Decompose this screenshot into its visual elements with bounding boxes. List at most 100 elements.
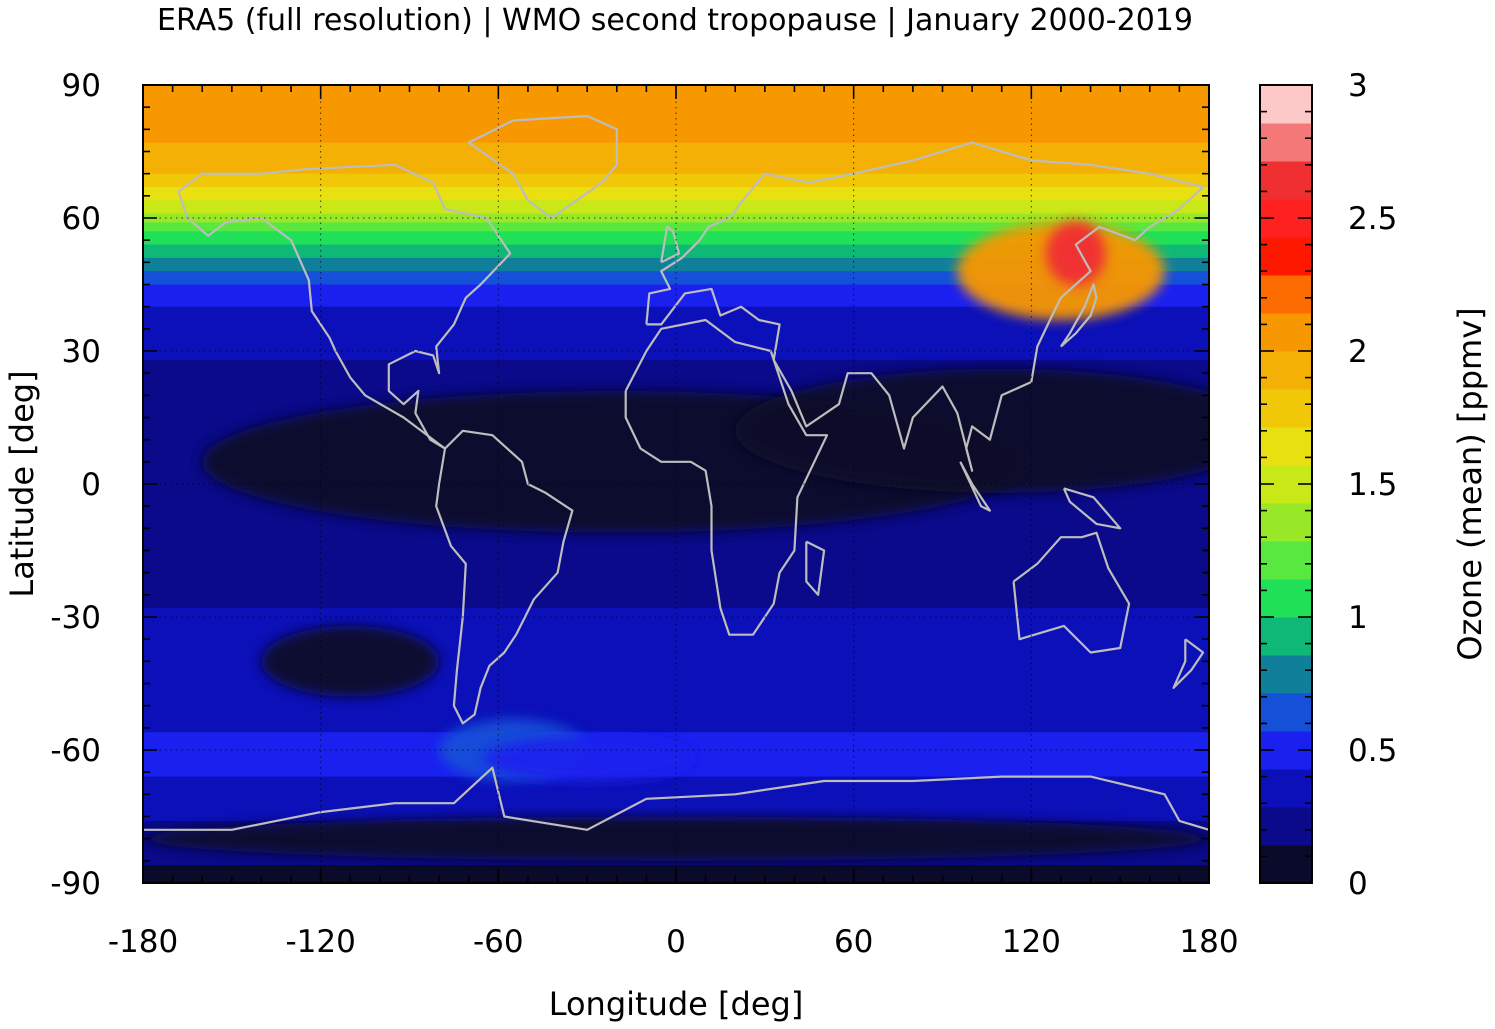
ozone-band — [143, 807, 1209, 813]
ozone-band — [143, 692, 1209, 698]
ozone-band — [143, 723, 1209, 729]
ozone-band — [143, 541, 1209, 547]
colorbar-segment — [1260, 351, 1312, 390]
y-axis-label: Latitude [deg] — [3, 370, 41, 597]
coastline — [467, 114, 618, 220]
ozone-band — [143, 674, 1209, 680]
ozone-band — [143, 98, 1209, 104]
ozone-band — [143, 679, 1209, 685]
ozone-band — [143, 186, 1209, 192]
ozone-band — [143, 280, 1209, 286]
ozone-band — [143, 736, 1209, 742]
colorbar-segment — [1260, 693, 1312, 732]
y-tick-label: 90 — [62, 68, 101, 104]
colorbar-segment — [1260, 161, 1312, 200]
ozone-band — [143, 621, 1209, 627]
ozone-band — [143, 102, 1209, 108]
ozone-band — [143, 714, 1209, 720]
colorbar-segment — [1260, 579, 1312, 618]
x-tick-label: 180 — [1179, 924, 1238, 960]
colorbar-segment — [1260, 427, 1312, 466]
y-tick-label: -30 — [50, 600, 101, 636]
ozone-band — [143, 670, 1209, 676]
x-tick-label: 0 — [666, 924, 686, 960]
coastline — [959, 461, 991, 512]
ozone-band — [143, 169, 1209, 175]
ozone-band — [143, 333, 1209, 339]
x-axis-label: Longitude [deg] — [549, 985, 804, 1023]
ozone-band — [143, 373, 1209, 379]
ozone-band — [143, 727, 1209, 733]
ozone-band — [143, 696, 1209, 702]
ozone-band — [143, 554, 1209, 560]
ozone-band — [143, 865, 1209, 871]
colorbar-label: Ozone (mean) [ppmv] — [1451, 307, 1489, 660]
colorbar-tick-label: 1 — [1348, 600, 1368, 636]
ozone-band — [143, 608, 1209, 614]
y-tick-labels: -90 -60 -30 0 30 60 90 — [50, 68, 101, 902]
colorbar-segment — [1260, 275, 1312, 314]
ozone-band — [143, 293, 1209, 299]
ozone-band — [143, 351, 1209, 357]
ozone-band — [143, 266, 1209, 272]
y-tick-label: -60 — [50, 733, 101, 769]
ozone-band — [143, 284, 1209, 290]
x-tick-label: 60 — [834, 924, 873, 960]
ozone-band — [143, 120, 1209, 126]
colorbar-segment — [1260, 655, 1312, 694]
ozone-features — [143, 221, 1209, 861]
coastline — [143, 766, 1209, 831]
x-tick-labels: -180 -120 -60 0 60 120 180 — [108, 924, 1239, 960]
ozone-band — [143, 164, 1209, 170]
ozone-band — [143, 634, 1209, 640]
ozone-band — [143, 271, 1209, 277]
colorbar-segment — [1260, 313, 1312, 352]
colorbar-tick-label: 1.5 — [1348, 467, 1397, 503]
grid-lines — [143, 85, 1209, 883]
ozone-band — [143, 359, 1209, 365]
ozone-band — [143, 546, 1209, 552]
ozone-band — [143, 718, 1209, 724]
colorbar-segment — [1260, 237, 1312, 276]
ozone-band — [143, 630, 1209, 636]
x-tick-label: 120 — [1002, 924, 1061, 960]
ozone-band — [143, 559, 1209, 565]
coastline — [435, 429, 574, 725]
ozone-band — [143, 244, 1209, 250]
ozone-band — [143, 191, 1209, 197]
ozone-band — [143, 648, 1209, 654]
ozone-band — [143, 785, 1209, 791]
colorbar-segment — [1260, 503, 1312, 542]
ozone-band — [143, 133, 1209, 139]
chart-title: ERA5 (full resolution) | WMO second trop… — [157, 3, 1193, 38]
ozone-band — [143, 656, 1209, 662]
ozone-feature — [735, 368, 1209, 493]
coastline — [177, 163, 512, 450]
ozone-band — [143, 625, 1209, 631]
ozone-band — [143, 741, 1209, 747]
ozone-band — [143, 328, 1209, 334]
ozone-band — [143, 652, 1209, 658]
ozone-band — [143, 563, 1209, 569]
x-tick-label: -120 — [285, 924, 355, 960]
axis-ticks — [142, 84, 1210, 884]
coastline — [660, 225, 681, 264]
ozone-band — [143, 311, 1209, 317]
ozone-band — [143, 222, 1209, 228]
ozone-band — [143, 213, 1209, 219]
colorbar-tick-label: 3 — [1348, 68, 1368, 104]
ozone-band — [143, 585, 1209, 591]
colorbar-segment — [1260, 845, 1312, 884]
ozone-band — [143, 683, 1209, 689]
ozone-band — [143, 581, 1209, 587]
ozone-band — [143, 701, 1209, 707]
colorbar-segment — [1260, 85, 1312, 124]
ozone-band — [143, 147, 1209, 153]
coastline — [645, 141, 1205, 472]
y-tick-label: 30 — [62, 334, 101, 370]
ozone-band — [143, 860, 1209, 866]
colorbar-segment — [1260, 389, 1312, 428]
colorbar-tick-labels: 0 0.5 1 1.5 2 2.5 3 — [1348, 68, 1397, 902]
ozone-band — [143, 249, 1209, 255]
